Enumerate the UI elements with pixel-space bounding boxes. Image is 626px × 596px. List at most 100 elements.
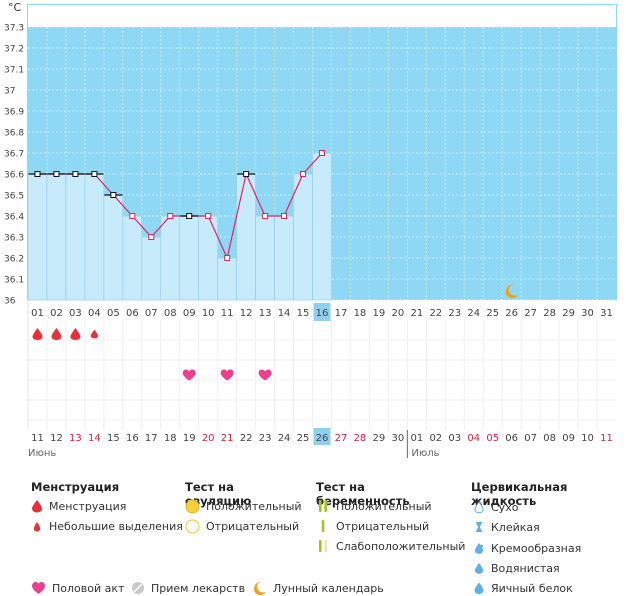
menstruation-drop-icon <box>70 328 81 340</box>
calendar-date-label: 11 <box>31 433 44 444</box>
calendar-date-label: 29 <box>373 433 386 444</box>
cycle-day-label: 20 <box>392 308 405 319</box>
cycle-day-label: 04 <box>88 308 101 319</box>
legend-intercourse-item: Половой акт <box>31 581 124 595</box>
temperature-point <box>262 213 269 219</box>
temperature-bar <box>160 215 181 301</box>
cycle-day-label: 17 <box>335 308 348 319</box>
calendar-date-label: 28 <box>354 433 367 444</box>
cycle-day-label: 13 <box>259 308 272 319</box>
temperature-chart: °C 37.3 37.2 37.1 37 36.9 36.8 36.7 36.6 36.5 36.… <box>4 1 617 459</box>
calendar-date-label: 16 <box>126 433 139 444</box>
calendar-date-label: 01 <box>410 433 423 444</box>
y-tick-label: 36.8 <box>4 129 24 139</box>
legend-cervical-dry-label: Сухо <box>491 500 519 514</box>
legend-cervical-dry-item: Сухо <box>473 500 518 514</box>
calendar-date-label: 26 <box>316 433 329 444</box>
legend-pregnancy-negative-item: Отрицательный <box>316 519 429 533</box>
legend-cervical-watery-label: Водянистая <box>491 561 560 575</box>
y-tick-label: 36.7 <box>4 150 24 160</box>
cycle-day-label: 12 <box>240 308 253 319</box>
cycle-day-label: 21 <box>410 308 423 319</box>
temperature-point <box>129 213 136 219</box>
temperature-bar <box>293 173 313 301</box>
cycle-day-label: 15 <box>297 308 310 319</box>
cycle-day-label: 05 <box>107 308 120 319</box>
temperature-point <box>186 213 193 219</box>
calendar-date-label: 22 <box>240 433 253 444</box>
legend-spotting-label: Небольшие выделения <box>49 519 183 533</box>
cycle-day-label: 14 <box>278 308 291 319</box>
y-tick-label: 36 <box>4 297 16 307</box>
legend-ovulation-title: Тест на овуляцию <box>185 480 252 508</box>
y-tick-label: 37.3 <box>4 24 24 34</box>
dry-drop-icon <box>474 501 484 514</box>
legend-pregnancy-negative-label: Отрицательный <box>336 519 430 533</box>
legend-cervical-sticky-label: Клейкая <box>491 520 540 534</box>
cycle-day-label: 26 <box>505 308 518 319</box>
cycle-day-label: 19 <box>373 308 386 319</box>
calendar-date-label: 23 <box>259 433 272 444</box>
y-tick-label: 36.1 <box>4 276 24 286</box>
cycle-day-label: 18 <box>354 308 367 319</box>
cycle-day-label: 01 <box>31 308 44 319</box>
menstruation-drop-icon <box>32 328 43 340</box>
y-tick-label: 37.2 <box>4 45 24 55</box>
calendar-date-label: 10 <box>581 433 594 444</box>
legend-pregnancy-positive-item: Положительный <box>316 499 432 513</box>
calendar-date-label: 06 <box>505 433 518 444</box>
intercourse-heart-icon <box>258 369 272 381</box>
calendar-date-label: 18 <box>164 433 177 444</box>
calendar-date-label: 25 <box>297 433 310 444</box>
cycle-day-label: 06 <box>126 308 139 319</box>
legend-lunar-item: Лунный календарь <box>251 580 384 596</box>
y-tick-label: 36.5 <box>4 192 24 202</box>
temperature-bar <box>255 215 275 301</box>
temperature-point <box>281 213 288 219</box>
calendar-date-label: 05 <box>486 433 499 444</box>
ovulation-positive-icon <box>185 499 200 514</box>
legend-cervical-eggwhite-item: Яичный белок <box>473 581 573 595</box>
temperature-point <box>205 213 212 219</box>
temperature-bar <box>27 173 48 301</box>
calendar-date-label: 24 <box>278 433 291 444</box>
pregnancy-weak-positive-icon <box>319 540 327 552</box>
calendar-date-label: 20 <box>202 433 215 444</box>
y-axis-unit-label: °C <box>8 1 22 14</box>
blood-drop-icon <box>32 500 42 513</box>
calendar-date-label: 21 <box>221 433 234 444</box>
temperature-point <box>148 234 155 240</box>
legend-ovulation-positive-item: Положительный <box>185 499 302 514</box>
temperature-point <box>167 213 174 219</box>
legend-pregnancy-weak-item: Слабоположительный <box>316 539 465 553</box>
current-day-highlight <box>313 303 331 321</box>
y-tick-label: 36.9 <box>4 108 24 118</box>
month-label-june: Июнь <box>28 448 56 459</box>
temperature-bar <box>179 215 200 301</box>
legend-cervical-eggwhite-label: Яичный белок <box>491 581 573 595</box>
cycle-day-label: 27 <box>524 308 537 319</box>
legend-medication-label: Прием лекарств <box>151 581 246 595</box>
temperature-point <box>243 171 250 177</box>
calendar-date-label: 02 <box>429 433 442 444</box>
legend-cervical-creamy-item: Кремообразная <box>473 541 581 555</box>
temperature-point <box>72 171 79 177</box>
legend-pregnancy-positive-label: Положительный <box>336 499 432 513</box>
legend-menstruation-title: Менструация <box>31 480 120 494</box>
calendar-date-label: 07 <box>524 433 537 444</box>
legend-ovulation-positive-label: Положительный <box>206 500 302 513</box>
sticky-hourglass-icon <box>475 522 483 532</box>
cycle-day-label: 30 <box>581 308 594 319</box>
calendar-date-label: 03 <box>448 433 461 444</box>
calendar-date-label: 13 <box>69 433 82 444</box>
temperature-point <box>319 150 325 156</box>
calendar-date-label: 19 <box>183 433 196 444</box>
temperature-bar <box>236 173 256 301</box>
pregnancy-positive-icon <box>319 500 327 512</box>
legend-cervical-title: Цервикальная жидкость <box>471 480 568 508</box>
calendar-date-label: 14 <box>88 433 101 444</box>
calendar-date-label: 27 <box>335 433 348 444</box>
menstruation-drop-icon <box>90 329 98 339</box>
cycle-day-label: 07 <box>145 308 158 319</box>
calendar-date-label: 08 <box>543 433 556 444</box>
